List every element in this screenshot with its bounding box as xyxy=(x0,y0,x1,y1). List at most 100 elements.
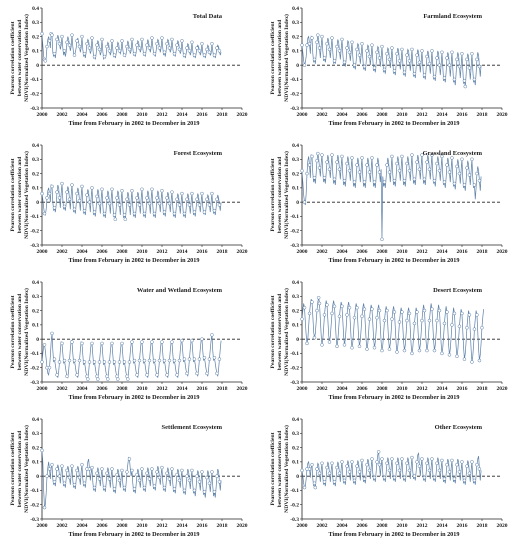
data-point xyxy=(432,348,437,353)
data-point xyxy=(100,341,104,346)
data-point xyxy=(457,324,462,329)
data-point xyxy=(147,201,152,206)
data-point xyxy=(477,64,482,69)
y-axis-label-line: between water conservation and xyxy=(277,293,283,371)
data-point xyxy=(70,33,74,37)
data-point xyxy=(420,153,424,157)
data-point xyxy=(427,167,432,172)
y-tick-label: -0.3 xyxy=(30,517,39,523)
data-point xyxy=(120,341,124,346)
data-point xyxy=(150,187,154,192)
data-point xyxy=(115,374,119,379)
y-tick-label: 0.1 xyxy=(292,186,299,192)
data-point xyxy=(87,46,92,50)
data-point xyxy=(162,210,167,214)
data-point xyxy=(310,462,314,467)
data-point xyxy=(110,187,114,192)
data-point xyxy=(112,360,117,364)
panel-title: Forest Ecosystem xyxy=(174,150,223,157)
data-point xyxy=(145,196,149,200)
y-tick-label: -0.2 xyxy=(30,366,39,372)
data-point xyxy=(95,194,99,199)
data-point xyxy=(212,490,217,494)
data-point xyxy=(317,166,322,170)
data-point xyxy=(440,154,444,159)
data-point xyxy=(142,485,147,490)
data-point xyxy=(430,49,434,53)
data-point xyxy=(152,484,157,488)
data-point xyxy=(92,485,97,490)
x-tick-label: 2006 xyxy=(97,523,108,529)
data-point xyxy=(395,51,399,56)
data-point xyxy=(340,37,344,42)
data-point xyxy=(462,357,467,361)
x-tick-label: 2006 xyxy=(97,386,108,392)
data-point xyxy=(445,163,449,167)
data-point xyxy=(172,51,177,56)
y-axis-label-line: Pearson correlation coefficient xyxy=(270,295,276,368)
data-point xyxy=(132,51,137,56)
data-point xyxy=(50,33,54,37)
y-axis-label-line: NDVI(Normalized Vegetation Index) xyxy=(283,288,290,376)
data-point xyxy=(382,67,387,72)
data-point xyxy=(310,154,314,159)
y-axis-label-line: between water conservation and xyxy=(277,156,283,234)
data-point xyxy=(457,64,462,69)
data-point xyxy=(377,170,382,174)
data-point xyxy=(107,360,112,364)
panel-title: Water and Wetland Ecosystem xyxy=(137,287,223,294)
data-point xyxy=(415,460,419,464)
data-point xyxy=(205,197,209,202)
data-point xyxy=(465,166,469,170)
y-tick-label: -0.2 xyxy=(290,503,299,509)
chart-svg: -0.3 -0.2 -0.1 0 0.1 0.2 0.3 0.4 2000 2002 2004 200… xyxy=(10,280,248,401)
data-point xyxy=(217,480,222,484)
y-axis-label-line: Pearson correlation coefficient xyxy=(270,21,276,94)
y-axis-label-line: between water conservation and xyxy=(17,156,23,234)
x-tick-label: 2018 xyxy=(477,112,488,118)
chart-panel-1: -0.3 -0.2 -0.1 0 0.1 0.2 0.3 0.4 2000 2002 2004 200… xyxy=(0,0,259,137)
y-axis-label-line: Pearson correlation coefficient xyxy=(10,295,16,368)
data-point xyxy=(470,460,474,464)
x-tick-label: 2000 xyxy=(297,112,308,118)
data-point xyxy=(322,176,327,180)
data-point xyxy=(305,171,309,176)
x-tick-label: 2008 xyxy=(117,112,128,118)
data-point xyxy=(352,478,357,483)
data-point xyxy=(142,358,147,363)
data-point xyxy=(320,34,324,39)
data-point xyxy=(307,41,312,46)
chart-svg: -0.3 -0.2 -0.1 0 0.1 0.2 0.3 0.4 2000 2002 2004 200… xyxy=(270,280,508,401)
data-point xyxy=(376,450,381,454)
data-point xyxy=(470,157,474,162)
y-tick-label: -0.3 xyxy=(290,380,299,386)
data-point xyxy=(65,40,69,45)
data-point xyxy=(365,462,369,467)
y-axis-label-line: Pearson correlation coefficient xyxy=(270,432,276,505)
data-point xyxy=(477,358,482,363)
data-point xyxy=(400,47,404,52)
data-point xyxy=(352,180,357,184)
series-line xyxy=(41,333,222,380)
data-point xyxy=(410,47,414,52)
y-tick-label: 0.3 xyxy=(32,157,39,163)
data-point xyxy=(397,320,402,324)
data-point xyxy=(155,41,159,46)
data-point xyxy=(185,474,189,478)
data-point xyxy=(197,203,202,207)
x-tick-label: 2006 xyxy=(357,112,368,118)
y-tick-label: -0.2 xyxy=(30,229,39,235)
data-point xyxy=(105,471,109,476)
x-tick-label: 2016 xyxy=(457,386,468,392)
x-axis-label: Time from February in 2002 to December i… xyxy=(329,531,460,538)
data-point xyxy=(132,211,137,216)
data-point xyxy=(342,478,347,483)
data-point xyxy=(300,168,304,173)
data-point xyxy=(160,188,164,193)
x-tick-label: 2002 xyxy=(317,249,328,255)
x-tick-label: 2008 xyxy=(117,249,128,255)
data-point xyxy=(340,304,344,309)
x-tick-label: 2010 xyxy=(397,112,408,118)
data-point xyxy=(350,156,354,160)
x-tick-label: 2020 xyxy=(237,523,248,529)
